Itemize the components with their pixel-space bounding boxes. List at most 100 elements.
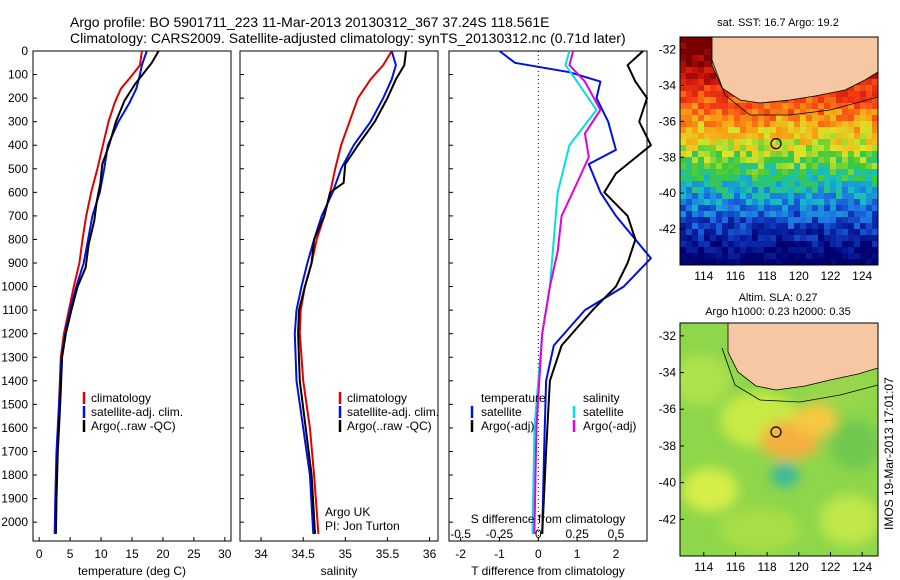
sst-cell	[830, 139, 837, 146]
sst-cell	[716, 157, 723, 164]
sst-cell	[698, 151, 705, 158]
sst-cell	[824, 139, 831, 146]
sst-cell	[686, 145, 693, 152]
sst-cell	[782, 181, 789, 188]
sst-cell	[806, 145, 813, 152]
sst-cell	[740, 127, 747, 134]
sst-cell	[740, 205, 747, 212]
sst-cell	[698, 37, 705, 44]
sst-cell	[848, 127, 855, 134]
sst-cell	[692, 193, 699, 200]
map-y-tick-label: -40	[659, 476, 677, 490]
sst-cell	[866, 109, 873, 116]
s-tick-label: 0.25	[565, 527, 589, 541]
sst-cell	[836, 193, 843, 200]
sst-cell	[842, 253, 849, 260]
sst-cell	[710, 211, 717, 218]
sst-cell	[740, 229, 747, 236]
sst-cell	[830, 199, 837, 206]
sst-cell	[782, 187, 789, 194]
sst-cell	[704, 79, 711, 86]
sst-cell	[812, 169, 819, 176]
sst-cell	[770, 217, 777, 224]
sst-cell	[698, 79, 705, 86]
map-x-tick-label: 124	[852, 269, 872, 283]
sst-cell	[848, 241, 855, 248]
sst-cell	[770, 169, 777, 176]
sst-cell	[818, 121, 825, 128]
sst-cell	[710, 235, 717, 242]
sst-cell	[758, 121, 765, 128]
sst-cell	[698, 241, 705, 248]
sst-cell	[704, 175, 711, 182]
sst-cell	[830, 259, 837, 265]
sst-cell	[734, 181, 741, 188]
sst-cell	[872, 259, 878, 265]
x-tick-label: 10	[94, 547, 108, 561]
sst-cell	[698, 73, 705, 80]
sst-cell	[704, 103, 711, 110]
sst-cell	[854, 229, 861, 236]
map-y-tick-label: -38	[659, 150, 677, 164]
sst-cell	[740, 103, 747, 110]
sst-cell	[746, 139, 753, 146]
sst-cell	[818, 115, 825, 122]
sst-cell	[692, 43, 699, 50]
sst-cell	[824, 211, 831, 218]
sst-cell	[860, 157, 867, 164]
sst-cell	[848, 103, 855, 110]
sst-cell	[728, 199, 735, 206]
sst-cell	[782, 133, 789, 140]
sst-cell	[740, 115, 747, 122]
sst-cell	[788, 211, 795, 218]
sst-cell	[686, 247, 693, 254]
sst-cell	[686, 67, 693, 74]
sst-cell	[782, 235, 789, 242]
map-x-tick-label: 114	[694, 560, 713, 574]
sst-cell	[812, 97, 819, 104]
sst-cell	[836, 91, 843, 98]
sla-blob	[830, 420, 878, 470]
sst-cell	[686, 169, 693, 176]
sst-cell	[848, 253, 855, 260]
sst-cell	[752, 175, 759, 182]
sst-cell	[746, 157, 753, 164]
sst-cell	[716, 109, 723, 116]
depth-tick-label: 1500	[1, 397, 28, 411]
sst-cell	[716, 181, 723, 188]
sst-cell	[872, 79, 878, 86]
sst-cell	[764, 163, 771, 170]
sst-cell	[818, 241, 825, 248]
sla-blob	[793, 404, 837, 436]
sst-cell	[860, 85, 867, 92]
sst-cell	[842, 205, 849, 212]
sst-cell	[788, 229, 795, 236]
depth-tick-label: 600	[8, 185, 28, 199]
sst-cell	[680, 115, 687, 122]
sst-cell	[710, 73, 717, 80]
sst-cell	[806, 253, 813, 260]
sst-cell	[698, 61, 705, 68]
sst-cell	[794, 187, 801, 194]
sst-cell	[860, 169, 867, 176]
sst-cell	[866, 259, 873, 265]
sst-cell	[710, 109, 717, 116]
sst-cell	[740, 163, 747, 170]
sst-cell	[752, 241, 759, 248]
sst-cell	[854, 187, 861, 194]
sst-cell	[866, 103, 873, 110]
sst-cell	[836, 163, 843, 170]
sst-cell	[854, 109, 861, 116]
sst-cell	[794, 109, 801, 116]
sst-cell	[716, 253, 723, 260]
sst-cell	[788, 235, 795, 242]
sst-cell	[788, 169, 795, 176]
sst-cell	[824, 151, 831, 158]
sst-cell	[692, 259, 699, 265]
sst-cell	[692, 205, 699, 212]
sst-cell	[794, 97, 801, 104]
sst-cell	[788, 217, 795, 224]
sst-cell	[848, 175, 855, 182]
sst-cell	[818, 253, 825, 260]
sst-cell	[866, 223, 873, 230]
